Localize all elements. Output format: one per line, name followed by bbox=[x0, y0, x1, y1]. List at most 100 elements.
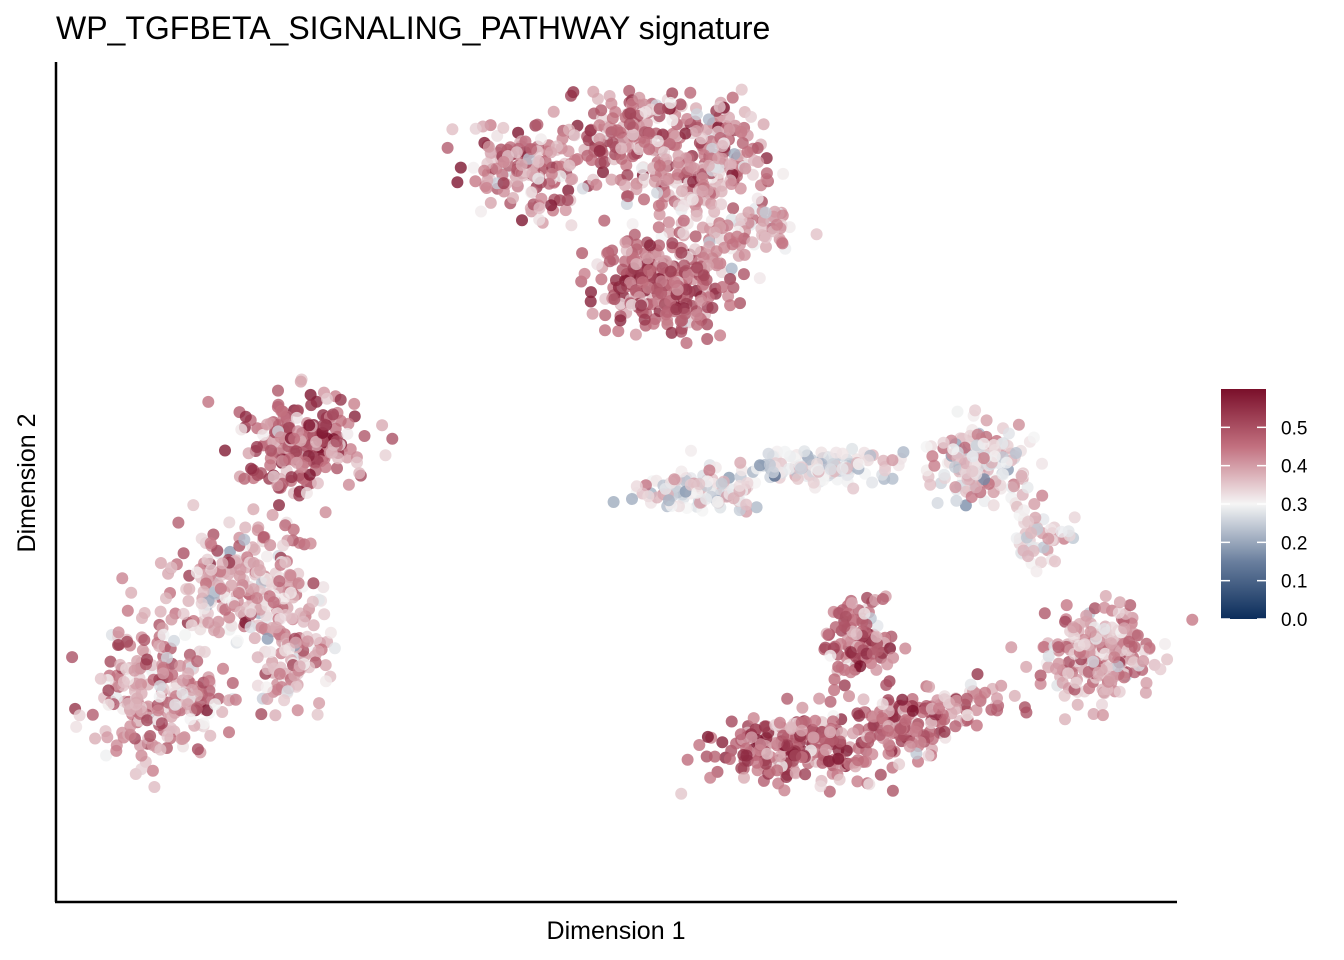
data-point bbox=[690, 108, 703, 121]
data-point bbox=[834, 735, 847, 748]
data-point bbox=[708, 750, 721, 763]
data-point bbox=[1098, 687, 1111, 700]
data-point bbox=[334, 393, 347, 406]
data-point bbox=[441, 141, 454, 154]
data-point bbox=[1025, 527, 1038, 539]
data-point bbox=[566, 173, 579, 186]
data-point bbox=[777, 729, 790, 742]
data-point bbox=[1087, 708, 1100, 720]
data-point bbox=[128, 664, 141, 677]
data-point bbox=[677, 214, 690, 227]
data-point bbox=[125, 586, 138, 599]
data-point bbox=[949, 461, 962, 474]
data-point bbox=[879, 464, 891, 477]
data-point bbox=[386, 432, 399, 445]
data-point bbox=[633, 91, 646, 104]
data-point bbox=[706, 142, 719, 155]
data-point bbox=[73, 709, 86, 722]
data-point bbox=[791, 472, 804, 485]
data-point bbox=[565, 219, 578, 232]
data-point bbox=[358, 430, 371, 442]
data-point bbox=[232, 587, 245, 599]
data-point bbox=[532, 172, 545, 185]
data-point bbox=[182, 667, 195, 680]
data-point bbox=[991, 692, 1003, 705]
data-point bbox=[317, 581, 330, 594]
data-point bbox=[219, 444, 231, 457]
data-point bbox=[160, 592, 172, 605]
data-point bbox=[157, 667, 170, 680]
data-point bbox=[1096, 709, 1109, 722]
data-point bbox=[176, 687, 189, 700]
data-point bbox=[922, 749, 935, 762]
data-point bbox=[595, 273, 608, 286]
data-point bbox=[789, 767, 802, 780]
data-point bbox=[886, 784, 899, 797]
data-point bbox=[307, 577, 320, 590]
data-point bbox=[682, 268, 695, 281]
data-point bbox=[635, 299, 647, 312]
data-point bbox=[610, 274, 622, 287]
data-point bbox=[242, 447, 255, 460]
data-point bbox=[995, 679, 1008, 692]
color-bar-tick-label: 0.1 bbox=[1281, 572, 1307, 593]
data-point bbox=[774, 750, 787, 763]
data-point bbox=[1080, 609, 1093, 622]
data-point bbox=[141, 653, 153, 666]
data-point bbox=[781, 739, 794, 752]
data-point bbox=[700, 492, 713, 505]
data-point bbox=[823, 785, 836, 798]
data-point bbox=[612, 325, 625, 338]
data-point bbox=[810, 228, 823, 241]
data-point bbox=[559, 204, 572, 217]
data-point bbox=[693, 739, 706, 751]
data-point bbox=[136, 612, 148, 624]
data-point bbox=[726, 238, 739, 251]
data-point bbox=[319, 506, 332, 519]
data-point bbox=[773, 716, 786, 729]
data-point bbox=[102, 684, 115, 697]
data-point bbox=[195, 532, 208, 545]
data-point bbox=[285, 471, 298, 484]
data-point bbox=[691, 261, 704, 274]
data-point bbox=[269, 709, 282, 722]
data-point bbox=[771, 218, 783, 231]
data-point bbox=[584, 124, 597, 137]
data-point bbox=[131, 692, 144, 705]
data-point bbox=[1027, 431, 1040, 444]
data-point bbox=[977, 452, 990, 465]
data-point bbox=[1112, 606, 1125, 619]
data-point bbox=[662, 494, 675, 507]
color-bar-ticks: 0.0 0.1 0.2 0.3 0.4 0.5 bbox=[1221, 418, 1308, 631]
data-point bbox=[586, 307, 599, 320]
data-point bbox=[94, 672, 107, 685]
data-point bbox=[828, 684, 841, 697]
data-point bbox=[154, 680, 167, 693]
data-point bbox=[690, 209, 703, 222]
data-point bbox=[289, 636, 302, 649]
data-point bbox=[245, 462, 258, 475]
data-point bbox=[741, 477, 754, 489]
data-point bbox=[949, 720, 962, 733]
data-point bbox=[852, 458, 865, 471]
data-point bbox=[723, 111, 735, 124]
data-point bbox=[136, 644, 149, 657]
data-point bbox=[585, 286, 597, 299]
data-point bbox=[104, 655, 117, 668]
data-point bbox=[182, 595, 195, 607]
color-legend: 0.0 0.1 0.2 0.3 0.4 0.5 bbox=[1221, 389, 1308, 631]
data-point bbox=[257, 531, 270, 543]
data-point bbox=[1022, 550, 1034, 563]
data-point bbox=[679, 127, 692, 140]
data-point bbox=[651, 135, 664, 148]
data-point bbox=[704, 771, 717, 784]
data-point bbox=[619, 236, 632, 249]
data-point bbox=[822, 629, 835, 642]
data-point bbox=[710, 245, 723, 258]
data-point bbox=[568, 129, 581, 142]
data-point bbox=[318, 608, 331, 621]
data-point bbox=[630, 480, 643, 493]
color-bar-tick-label: 0.3 bbox=[1281, 495, 1307, 516]
data-point bbox=[1159, 638, 1171, 650]
data-point bbox=[261, 632, 274, 645]
